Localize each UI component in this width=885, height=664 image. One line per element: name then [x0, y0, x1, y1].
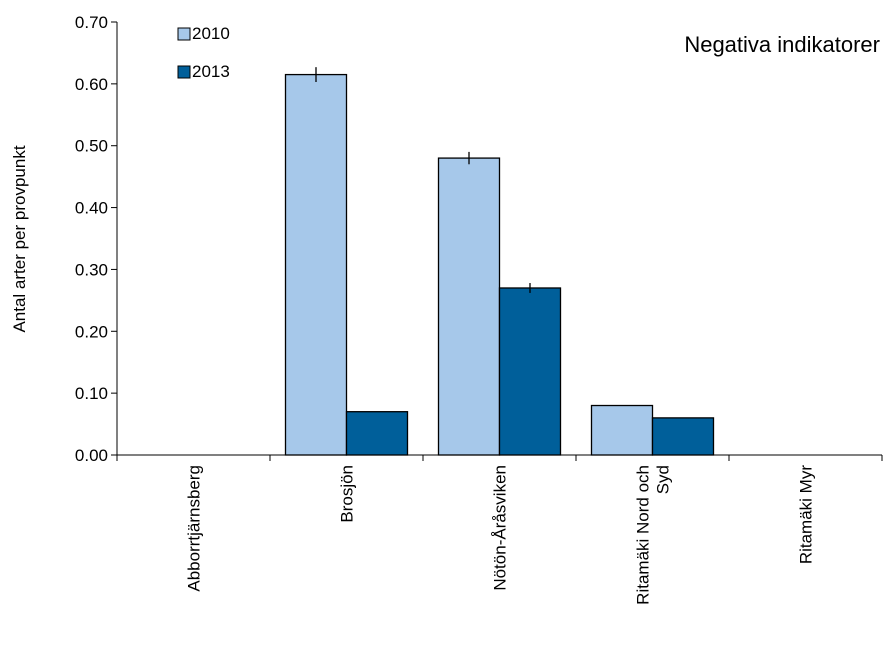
x-category-label: Nötön-Åråsviken	[491, 465, 510, 591]
y-tick-label: 0.00	[75, 446, 108, 465]
legend-label-2010: 2010	[192, 24, 230, 43]
labels: 0.00 0.10 0.20 0.30 0.40 0.50 0.60 0.70 Abborrtj…	[75, 13, 816, 605]
y-tick-label: 0.40	[75, 199, 108, 218]
y-tick-label: 0.20	[75, 322, 108, 341]
x-category-label: Ritamäki Nord och	[634, 465, 653, 605]
bar-2013-3	[651, 417, 715, 456]
bar-2010-2	[437, 157, 501, 456]
plot-area	[284, 67, 715, 456]
x-category-label: Syd	[654, 465, 673, 494]
y-axis-title: Antal arter per provpunkt	[10, 145, 29, 332]
y-tick-label: 0.10	[75, 384, 108, 403]
y-tick-label: 0.50	[75, 137, 108, 156]
x-category-label: Brosjön	[338, 465, 357, 523]
x-category-label: Abborrtjärnsberg	[185, 465, 204, 592]
bar-2010-3	[590, 404, 654, 456]
legend-swatch-2013	[177, 65, 191, 79]
bar-2013-1	[345, 411, 409, 456]
x-category-label: Ritamäki Myr	[797, 465, 816, 565]
legend-label-2013: 2013	[192, 62, 230, 81]
bar-2010-1	[284, 73, 348, 456]
chart-title: Negativa indikatorer	[684, 32, 880, 57]
axes	[111, 21, 883, 461]
legend-swatch-2010	[177, 27, 191, 41]
y-tick-label: 0.30	[75, 260, 108, 279]
bar-2013-2	[498, 287, 562, 456]
legend: 2010 2013	[177, 24, 230, 81]
y-tick-label: 0.70	[75, 13, 108, 32]
y-tick-label: 0.60	[75, 75, 108, 94]
